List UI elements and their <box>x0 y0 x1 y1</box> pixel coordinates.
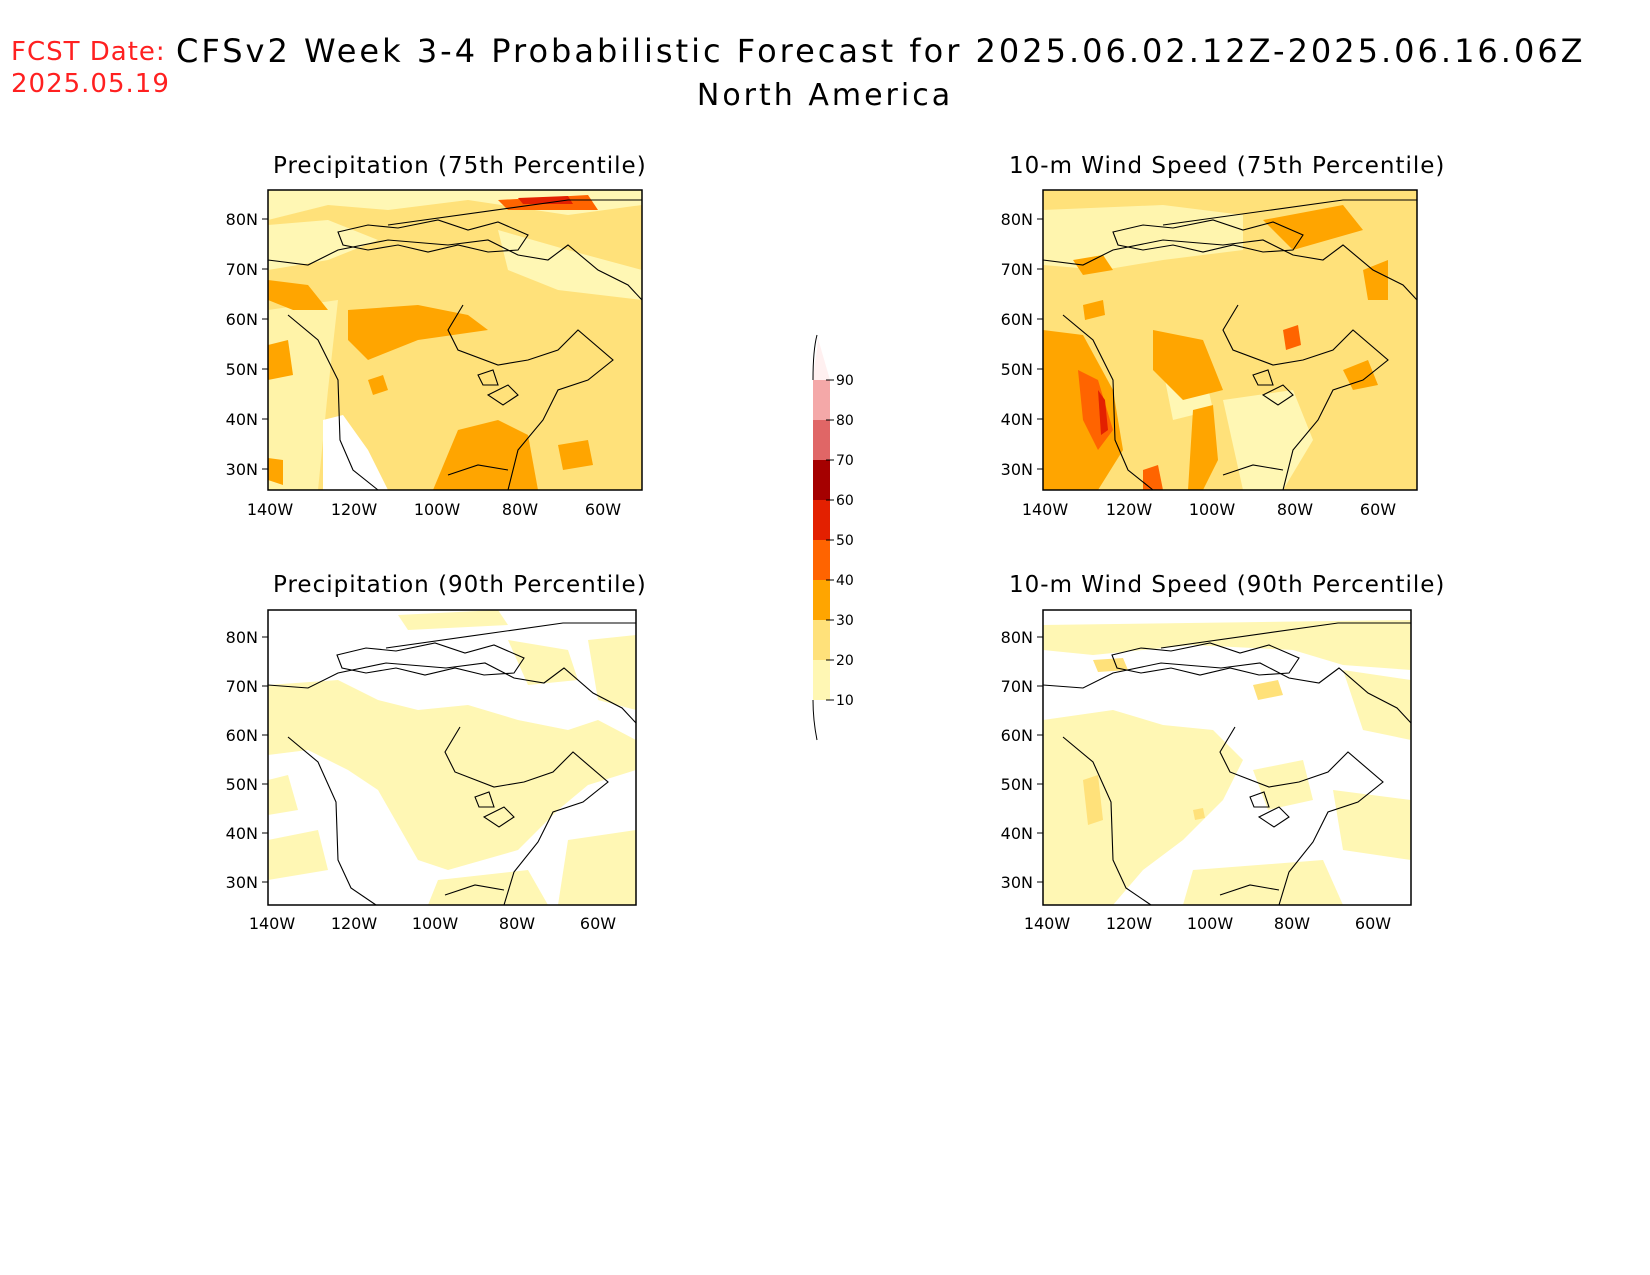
forecast-date-block: FCST Date: 2025.05.19 <box>11 36 170 100</box>
lat-label: 70N <box>226 260 258 279</box>
lon-label: 120W <box>331 500 378 519</box>
lat-label: 30N <box>226 460 258 479</box>
colorbar-label: 50 <box>836 533 854 549</box>
colorbar-label: 70 <box>836 453 854 469</box>
map-wind-90: 80N 70N 60N 50N 40N 30N 140W 120W 100W 8… <box>1001 609 1412 933</box>
lon-label: 100W <box>1187 914 1234 933</box>
colorbar-swatch <box>813 660 830 700</box>
lat-label: 60N <box>226 726 258 745</box>
lat-label: 30N <box>1001 460 1033 479</box>
lon-label: 100W <box>414 500 461 519</box>
lat-label: 80N <box>226 210 258 229</box>
lon-label: 80W <box>1274 914 1310 933</box>
lat-label: 40N <box>226 824 258 843</box>
colorbar-label: 40 <box>836 573 854 589</box>
colorbar-label: 60 <box>836 493 854 509</box>
colorbar-swatch <box>813 420 830 460</box>
lat-label: 80N <box>1001 210 1033 229</box>
colorbar-swatch <box>813 580 830 620</box>
lat-label: 50N <box>1001 775 1033 794</box>
lat-label: 70N <box>1001 260 1033 279</box>
lat-label: 50N <box>226 360 258 379</box>
lat-label: 30N <box>1001 873 1033 892</box>
lat-label: 40N <box>1001 410 1033 429</box>
lon-label: 80W <box>502 500 538 519</box>
lon-label: 140W <box>1024 914 1071 933</box>
colorbar-swatch <box>813 540 830 580</box>
lon-axis: 140W 120W 100W 80W 60W <box>1022 500 1396 519</box>
map-precip-75: 80N 70N 60N 50N 40N 30N 140W 120W 100W 8… <box>226 189 643 519</box>
colorbar-swatch <box>813 460 830 500</box>
lat-label: 70N <box>226 677 258 696</box>
colorbar: 90 80 70 60 50 40 30 20 10 <box>812 334 854 741</box>
region-subtitle: North America <box>696 78 954 113</box>
lat-label: 60N <box>1001 310 1033 329</box>
panel-title-precip-90: Precipitation (90th Percentile) <box>273 572 647 598</box>
lat-label: 50N <box>226 775 258 794</box>
colorbar-label: 20 <box>836 653 854 669</box>
colorbar-label: 10 <box>836 693 854 709</box>
lon-label: 120W <box>331 914 378 933</box>
colorbar-swatch <box>813 500 830 540</box>
lon-label: 60W <box>585 500 621 519</box>
lon-label: 100W <box>1189 500 1236 519</box>
colorbar-label: 90 <box>836 373 854 389</box>
lon-label: 80W <box>1277 500 1313 519</box>
page-title: CFSv2 Week 3-4 Probabilistic Forecast fo… <box>176 32 1586 70</box>
colorbar-top-extension <box>813 335 830 380</box>
lat-label: 40N <box>226 410 258 429</box>
lon-label: 140W <box>249 914 296 933</box>
lon-label: 80W <box>499 914 535 933</box>
lon-label: 120W <box>1106 914 1153 933</box>
lon-label: 60W <box>1360 500 1396 519</box>
lon-label: 140W <box>247 500 294 519</box>
lat-label: 70N <box>1001 677 1033 696</box>
lat-label: 80N <box>226 628 258 647</box>
lon-axis: 140W 120W 100W 80W 60W <box>247 500 621 519</box>
lat-label: 60N <box>1001 726 1033 745</box>
lon-label: 100W <box>412 914 459 933</box>
lat-axis: 80N 70N 60N 50N 40N 30N <box>226 628 268 892</box>
colorbar-bottom-extension <box>813 700 830 740</box>
lat-axis: 80N 70N 60N 50N 40N 30N <box>226 210 268 479</box>
lon-label: 120W <box>1106 500 1153 519</box>
forecast-date-label: FCST Date: <box>11 37 166 67</box>
lon-label: 140W <box>1022 500 1069 519</box>
panel-title-wind-75: 10-m Wind Speed (75th Percentile) <box>1009 153 1446 179</box>
lat-label: 50N <box>1001 360 1033 379</box>
lat-axis: 80N 70N 60N 50N 40N 30N <box>1001 210 1043 479</box>
lat-label: 80N <box>1001 628 1033 647</box>
colorbar-swatch <box>813 380 830 420</box>
map-precip-90: 80N 70N 60N 50N 40N 30N 140W 120W 100W 8… <box>226 609 637 933</box>
panel-title-precip-75: Precipitation (75th Percentile) <box>273 153 647 179</box>
lon-axis: 140W 120W 100W 80W 60W <box>1024 914 1391 933</box>
colorbar-label: 80 <box>836 413 854 429</box>
colorbar-swatch <box>813 620 830 660</box>
colorbar-label: 30 <box>836 613 854 629</box>
lon-axis: 140W 120W 100W 80W 60W <box>249 914 616 933</box>
lat-label: 30N <box>226 873 258 892</box>
lat-label: 60N <box>226 310 258 329</box>
map-wind-75: 80N 70N 60N 50N 40N 30N 140W 120W 100W 8… <box>1001 189 1418 519</box>
forecast-date-value: 2025.05.19 <box>11 69 170 99</box>
lon-label: 60W <box>1355 914 1391 933</box>
lon-label: 60W <box>580 914 616 933</box>
lat-label: 40N <box>1001 824 1033 843</box>
panel-title-wind-90: 10-m Wind Speed (90th Percentile) <box>1009 572 1446 598</box>
lat-axis: 80N 70N 60N 50N 40N 30N <box>1001 628 1043 892</box>
